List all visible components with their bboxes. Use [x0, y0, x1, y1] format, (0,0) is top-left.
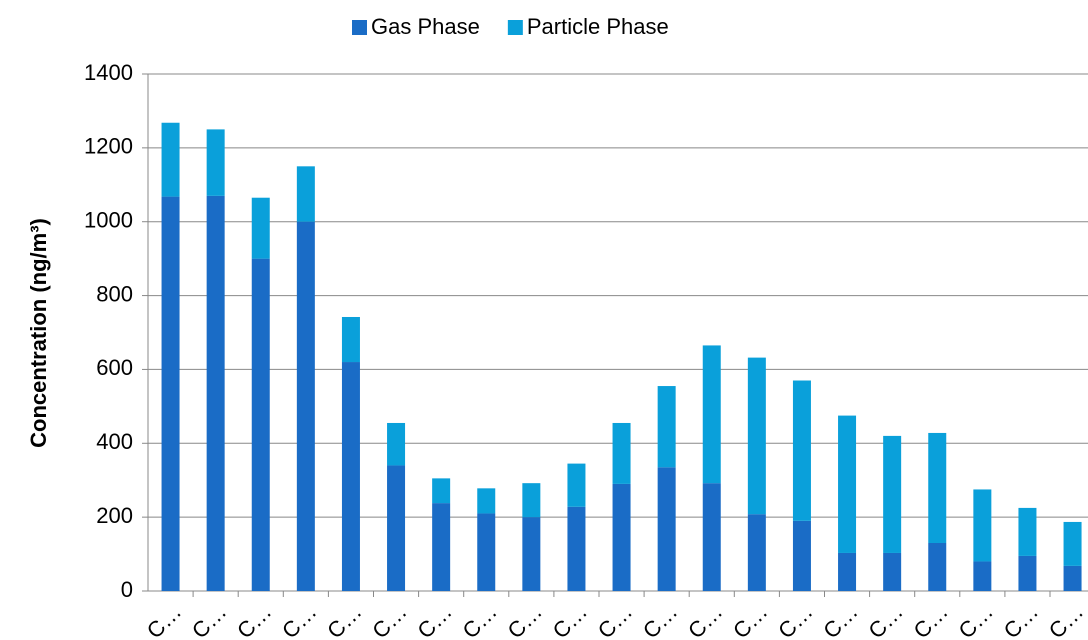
bar-segment: [792, 520, 811, 591]
legend-swatch: [507, 20, 523, 35]
legend-label: Particle Phase: [527, 14, 669, 39]
x-tick-label: C…: [412, 599, 456, 640]
bar-segment: [522, 517, 541, 591]
bar-segment: [747, 514, 766, 591]
bar-segment: [567, 506, 586, 591]
x-tick-label: C…: [954, 599, 998, 640]
y-tick-label: 0: [121, 577, 133, 602]
y-axis-label: Concentration (ng/m³): [26, 218, 51, 448]
bar-segment: [612, 422, 631, 484]
bar-segment: [387, 422, 406, 466]
bar-segment: [702, 345, 721, 484]
bar-segment: [973, 489, 992, 562]
bar-segment: [838, 415, 857, 553]
bar-segment: [883, 552, 902, 591]
bar-segment: [477, 513, 496, 591]
x-tick-label: C…: [773, 599, 817, 640]
bar-segment: [792, 380, 811, 521]
bar-segment: [387, 465, 406, 591]
x-tick-label: C…: [322, 599, 366, 640]
x-tick-label: C…: [593, 599, 637, 640]
x-tick-label: C…: [818, 599, 862, 640]
x-tick-label: C…: [908, 599, 952, 640]
y-tick-label: 800: [96, 281, 133, 306]
bar-segment: [747, 357, 766, 515]
y-tick-label: 1400: [84, 60, 133, 85]
bar-segment: [341, 316, 360, 363]
bar-segment: [522, 483, 541, 518]
bar-segment: [432, 478, 451, 504]
x-tick-label: C…: [142, 599, 186, 640]
bar-segment: [161, 196, 180, 592]
bar-segment: [1063, 565, 1082, 591]
x-tick-label: C…: [548, 599, 592, 640]
y-tick-label: 600: [96, 355, 133, 380]
x-tick-label: C…: [457, 599, 501, 640]
bar-segment: [251, 197, 270, 259]
y-tick-label: 400: [96, 429, 133, 454]
bar-segment: [567, 463, 586, 507]
bar-segment: [702, 483, 721, 591]
x-tick-label: C…: [999, 599, 1043, 640]
x-tick-label: C…: [277, 599, 321, 640]
bar-segment: [928, 542, 947, 591]
x-tick-label: C…: [728, 599, 772, 640]
bar-segment: [432, 503, 451, 591]
x-tick-label: C…: [232, 599, 276, 640]
bar-segment: [973, 561, 992, 591]
bar-segment: [612, 483, 631, 591]
bar-segment: [657, 386, 676, 468]
bar-segment: [838, 552, 857, 591]
y-tick-label: 1000: [84, 208, 133, 233]
bar-segment: [206, 129, 225, 196]
bar-segment: [296, 166, 315, 222]
x-tick-label: C…: [187, 599, 231, 640]
bar-segment: [161, 122, 180, 197]
legend-swatch: [352, 20, 367, 35]
x-tick-label: C…: [863, 599, 907, 640]
bar-segment: [928, 432, 947, 543]
bar-segment: [1018, 507, 1037, 556]
bar-segment: [657, 467, 676, 591]
x-tick-label: C…: [638, 599, 682, 640]
legend-label: Gas Phase: [371, 14, 480, 39]
bar-segment: [477, 488, 496, 514]
bar-segment: [341, 362, 360, 591]
bar-segment: [251, 258, 270, 591]
x-tick-label: C…: [503, 599, 547, 640]
bar-segment: [296, 221, 315, 591]
y-tick-label: 200: [96, 503, 133, 528]
bar-segment: [1063, 521, 1082, 566]
x-tick-label: C…: [367, 599, 411, 640]
x-tick-label: C…: [683, 599, 727, 640]
y-tick-label: 1200: [84, 134, 133, 159]
bar-segment: [1018, 555, 1037, 591]
x-tick-label: C…: [1044, 599, 1088, 640]
bar-segment: [206, 195, 225, 591]
bar-segment: [883, 435, 902, 553]
